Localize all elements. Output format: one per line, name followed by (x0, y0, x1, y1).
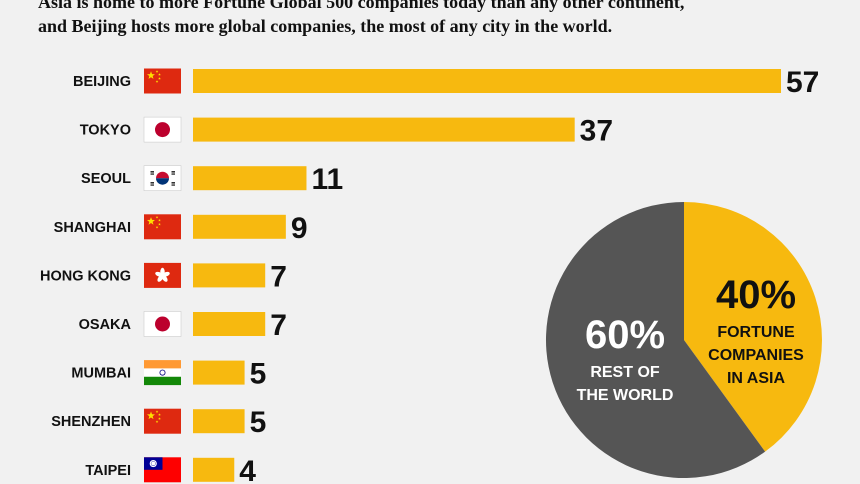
pie-slice-label: 60% REST OF THE WORLD (577, 313, 674, 404)
bar-row: TOKYO 37 (80, 115, 613, 148)
pie-caption-line: REST OF (590, 364, 660, 381)
pie-caption-line: FORTUNE (717, 324, 795, 341)
value-label: 4 (239, 455, 256, 484)
bar-row: SEOUL 11 (81, 163, 343, 196)
pie-percent-label: 40% (716, 273, 796, 317)
bar-row: SHANGHAI 9 (54, 212, 308, 245)
city-label: SEOUL (81, 171, 131, 187)
japan-flag-icon (143, 311, 182, 337)
china-flag-icon (144, 214, 181, 240)
bar-row: TAIPEI 4 (85, 455, 256, 484)
city-label: SHANGHAI (54, 220, 131, 236)
pie-caption-line: COMPANIES (708, 347, 804, 364)
city-label: OSAKA (79, 317, 132, 333)
value-label: 37 (580, 115, 613, 148)
bar-row: MUMBAI 5 (71, 358, 266, 391)
pie-caption-line: IN ASIA (727, 370, 786, 387)
value-label: 5 (250, 406, 267, 439)
city-label: SHENZHEN (51, 414, 131, 430)
pie-percent-label: 60% (585, 313, 665, 357)
city-label: TOKYO (80, 123, 131, 139)
value-label: 11 (311, 163, 343, 196)
bar (193, 166, 307, 191)
bar-row: OSAKA 7 (79, 309, 287, 342)
bar (193, 457, 235, 482)
intro-text: Asia is home to more Fortune Global 500 … (38, 0, 838, 38)
bar-row: BEIJING 57 (73, 66, 819, 99)
intro-line-2: and Beijing hosts more global companies,… (38, 16, 613, 36)
china-flag-icon (144, 68, 181, 94)
value-label: 57 (786, 66, 819, 99)
bar (193, 409, 245, 434)
value-label: 5 (250, 358, 267, 391)
city-label: BEIJING (73, 74, 131, 90)
pie-slice (684, 202, 822, 452)
value-label: 9 (291, 212, 308, 245)
bar (193, 69, 781, 93)
china-flag-icon (144, 408, 181, 434)
city-label: HONG KONG (40, 268, 131, 284)
bar (193, 312, 266, 336)
value-label: 7 (270, 260, 287, 293)
city-label: TAIPEI (85, 463, 131, 479)
bar-row: HONG KONG 7 (40, 260, 287, 293)
taiwan-flag-icon (144, 457, 181, 483)
intro-line-1: Asia is home to more Fortune Global 500 … (38, 0, 685, 12)
bar (193, 263, 266, 288)
bar (193, 214, 286, 239)
city-label: MUMBAI (71, 366, 131, 382)
pie-caption-line: THE WORLD (577, 387, 674, 404)
pie-slice-label: 40% FORTUNE COMPANIES IN ASIA (708, 273, 804, 387)
hong-kong-flag-icon (144, 262, 181, 288)
south-korea-flag-icon (143, 165, 182, 191)
pie-slice (545, 201, 766, 479)
bar (193, 117, 575, 142)
pie-chart: 40% FORTUNE COMPANIES IN ASIA 60% REST OF THE … (545, 201, 822, 479)
japan-flag-icon (143, 116, 182, 143)
india-flag-icon (144, 360, 181, 386)
bar-row: SHENZHEN 5 (51, 406, 266, 439)
value-label: 7 (270, 309, 287, 342)
bar (193, 360, 245, 385)
